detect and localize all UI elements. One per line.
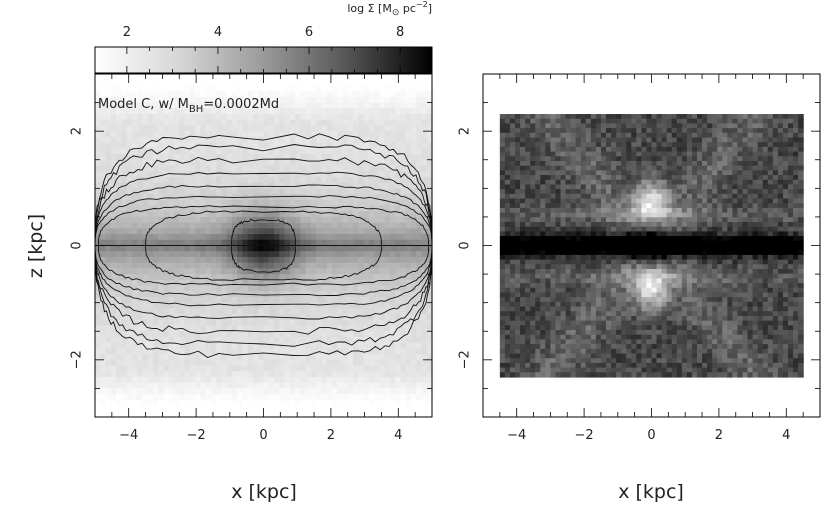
x-tick-label: −4	[119, 428, 138, 443]
colorbar-tick-label: 2	[123, 25, 131, 40]
x-tick-label: 4	[782, 428, 790, 443]
right-xlabel: x [kpc]	[618, 481, 684, 503]
x-tick-label: 4	[394, 428, 402, 443]
right-ticks: −4 −2 0 2 4 −2 0 2	[458, 73, 821, 443]
x-tick-label: −4	[507, 428, 526, 443]
x-tick-label: 0	[259, 428, 267, 443]
colorbar-ticks: 2 4 6 8	[123, 25, 424, 73]
y-tick-label: −2	[70, 350, 85, 369]
y-tick-label: 0	[70, 241, 85, 249]
left-annotation: Model C, w/ MBH=0.0002Md	[98, 97, 279, 115]
left-xlabel: x [kpc]	[231, 481, 297, 503]
x-tick-label: 2	[715, 428, 723, 443]
colorbar-tick-label: 4	[214, 25, 222, 40]
y-tick-label: 0	[458, 241, 473, 249]
colorbar-tick-label: 8	[396, 25, 404, 40]
x-tick-label: 0	[647, 428, 655, 443]
y-tick-label: 2	[458, 127, 473, 135]
colorbar-gradient	[94, 46, 433, 74]
y-tick-label: 2	[70, 127, 85, 135]
left-panel: −4 −2 0 2 4 −2 0 2 Model C, w/ MBH=0.0002Md x […	[25, 73, 433, 503]
y-tick-label: −2	[458, 350, 473, 369]
colorbar-label: log Σ [M⊙ pc−2]	[347, 0, 432, 18]
contour-line	[97, 205, 430, 286]
colorbar-tick-label: 6	[305, 25, 313, 40]
x-tick-label: −2	[575, 428, 594, 443]
x-tick-label: 2	[327, 428, 335, 443]
colorbar: 2 4 6 8 log Σ [M⊙ pc−2]	[94, 0, 433, 74]
left-ticks: −4 −2 0 2 4 −2 0 2	[70, 73, 433, 443]
right-panel: −4 −2 0 2 4 −2 0 2 x [kpc]	[458, 73, 821, 503]
x-tick-label: −2	[187, 428, 206, 443]
right-residual-map	[499, 114, 804, 378]
left-ylabel: z [kpc]	[25, 214, 47, 278]
